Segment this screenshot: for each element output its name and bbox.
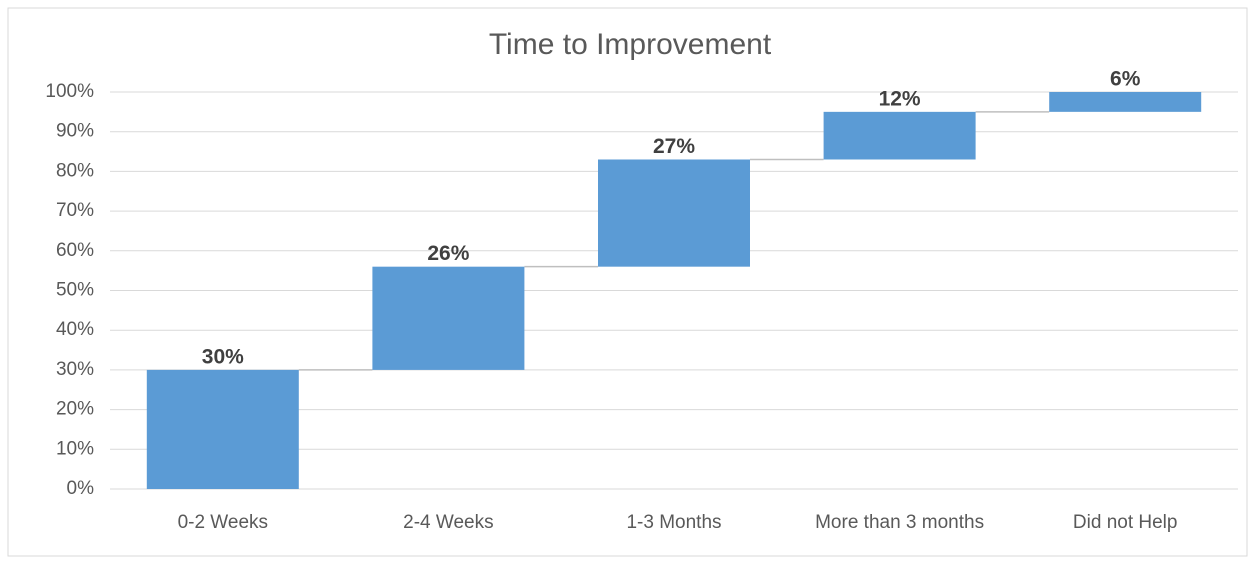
- labels: 0% 10% 20% 30% 40% 50% 60% 70% 80% 90% 100% 30% 0-2 …: [45, 68, 1177, 533]
- value-label: 12%: [879, 87, 921, 110]
- y-tick-label: 10%: [56, 438, 94, 459]
- value-label: 30%: [202, 345, 244, 368]
- bar: [146, 369, 299, 489]
- y-tick-label: 50%: [56, 280, 94, 301]
- x-tick-label: 1-3 Months: [626, 512, 721, 533]
- x-tick-label: More than 3 months: [815, 512, 984, 533]
- y-tick-label: 40%: [56, 319, 94, 340]
- y-tick-label: 0%: [67, 478, 95, 499]
- bar: [1049, 92, 1202, 112]
- y-tick-label: 70%: [56, 200, 94, 221]
- x-tick-label: 2-4 Weeks: [403, 512, 493, 533]
- y-tick-label: 60%: [56, 240, 94, 261]
- y-tick-label: 90%: [56, 121, 94, 142]
- x-tick-label: Did not Help: [1073, 512, 1178, 533]
- plot: [146, 92, 1202, 489]
- y-tick-label: 20%: [56, 399, 94, 420]
- y-tick-label: 30%: [56, 359, 94, 380]
- chart-title: Time to Improvement: [489, 28, 772, 61]
- value-label: 26%: [427, 242, 469, 265]
- value-label: 27%: [653, 135, 695, 158]
- bar: [823, 111, 976, 160]
- y-tick-label: 100%: [45, 81, 94, 102]
- bar: [372, 266, 525, 370]
- x-tick-label: 0-2 Weeks: [178, 512, 268, 533]
- y-tick-label: 80%: [56, 160, 94, 181]
- value-label: 6%: [1110, 68, 1141, 91]
- bar: [598, 159, 750, 267]
